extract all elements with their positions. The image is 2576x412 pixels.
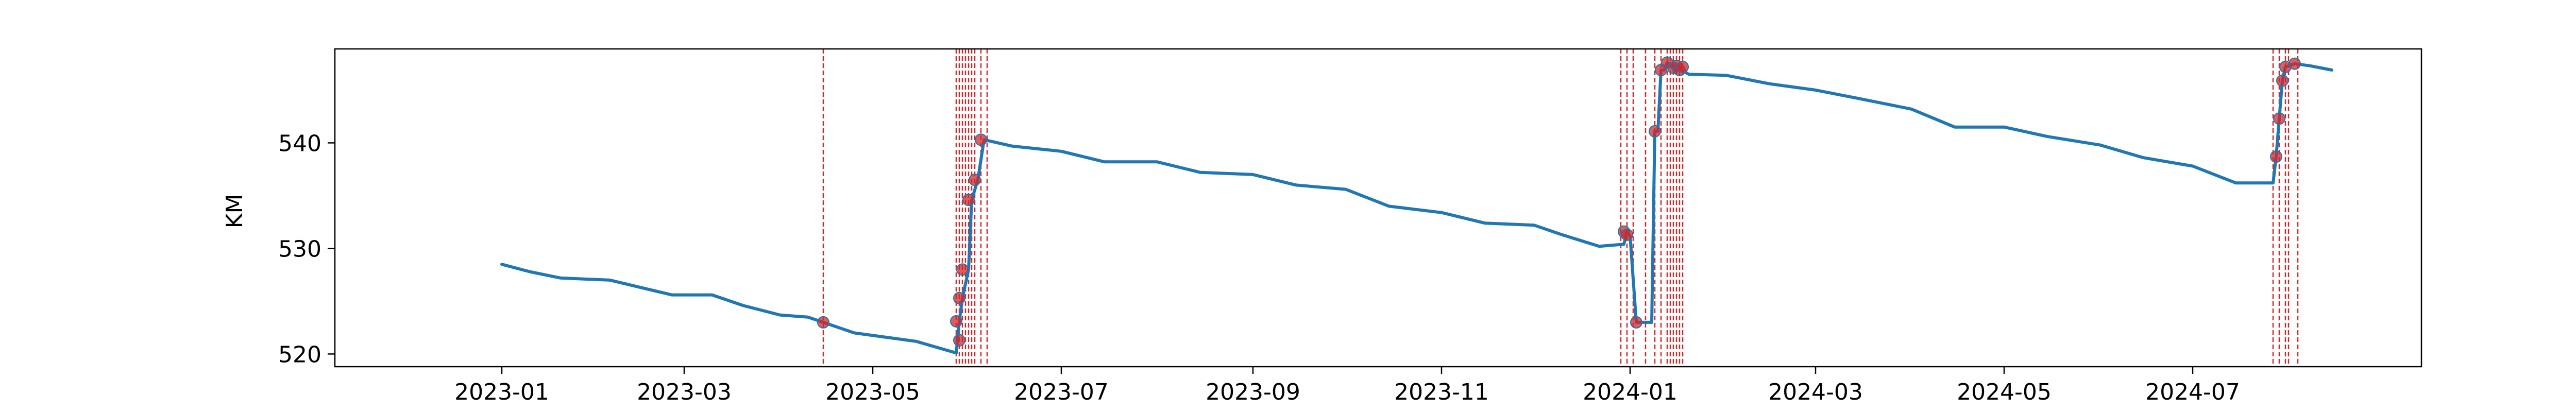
y-tick-label-0: 520 bbox=[278, 341, 321, 368]
x-tick-label-2: 2023-05 bbox=[825, 379, 920, 405]
axes: 2023-01 2023-03 2023-05 2023-07 2023-09 2023-… bbox=[278, 48, 2422, 405]
event-marker-19 bbox=[2273, 112, 2285, 125]
y-tick-label-1: 530 bbox=[278, 236, 321, 262]
y-axis-label: KM bbox=[222, 194, 248, 229]
plot-frame bbox=[334, 48, 2422, 368]
x-tick-label-6: 2024-01 bbox=[1583, 379, 1677, 405]
x-tick-label-9: 2024-07 bbox=[2145, 379, 2240, 405]
event-marker-7 bbox=[975, 133, 987, 146]
x-tick-label-4: 2023-09 bbox=[1206, 379, 1300, 405]
y-tick-label-2: 540 bbox=[278, 130, 321, 157]
event-marker-3 bbox=[953, 291, 965, 304]
x-tick-label-5: 2023-11 bbox=[1394, 379, 1489, 405]
event-marker-20 bbox=[2276, 74, 2289, 87]
event-marker-0 bbox=[817, 316, 829, 329]
event-vlines bbox=[822, 49, 2299, 367]
event-marker-6 bbox=[969, 174, 981, 186]
series-line bbox=[500, 61, 2333, 355]
event-markers bbox=[817, 56, 2301, 347]
x-tick-label-1: 2023-03 bbox=[637, 379, 732, 405]
x-tick-label-7: 2024-03 bbox=[1768, 379, 1863, 405]
event-marker-4 bbox=[956, 263, 969, 276]
x-tick-label-0: 2023-01 bbox=[454, 379, 549, 405]
event-marker-17 bbox=[1676, 60, 1689, 73]
event-marker-9 bbox=[1621, 228, 1633, 241]
event-marker-18 bbox=[2270, 150, 2282, 163]
event-marker-22 bbox=[2289, 57, 2301, 70]
series-line-0 bbox=[500, 61, 2333, 355]
event-marker-10 bbox=[1630, 316, 1642, 329]
event-marker-5 bbox=[962, 194, 975, 207]
event-marker-1 bbox=[950, 315, 962, 328]
x-tick-label-8: 2024-05 bbox=[1957, 379, 2052, 405]
event-marker-2 bbox=[953, 334, 965, 347]
event-marker-11 bbox=[1649, 125, 1661, 138]
x-tick-label-3: 2023-07 bbox=[1014, 379, 1109, 405]
